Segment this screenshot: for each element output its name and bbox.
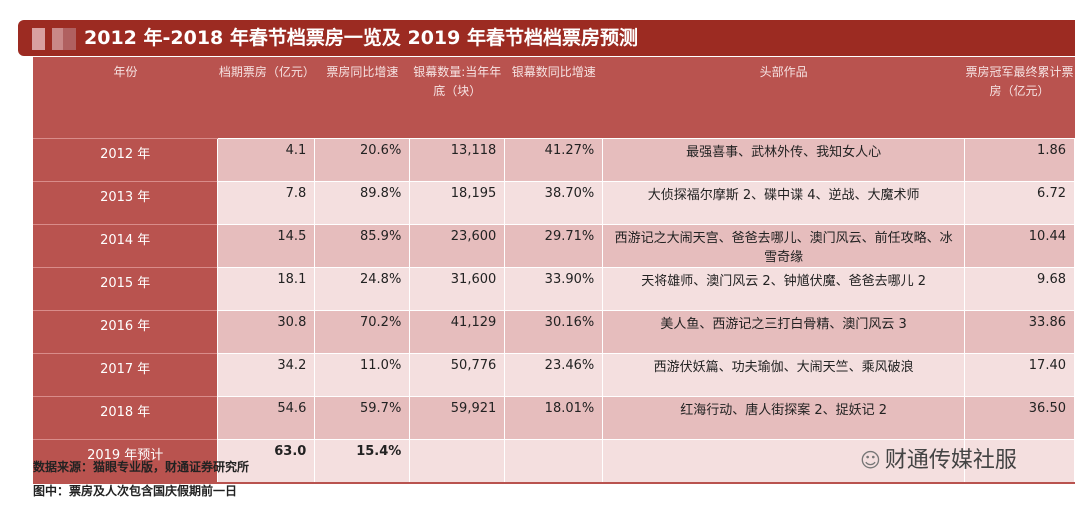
footnote: 图中：票房及人次包含国庆假期前一日: [33, 484, 238, 498]
column-header: 银幕数同比增速: [504, 57, 603, 139]
table-cell: 18.01%: [504, 396, 604, 440]
table-cell: 11.0%: [314, 353, 411, 397]
table-cell: 13,118: [409, 138, 506, 182]
table-cell: [964, 439, 1075, 484]
table-cell: 34.2: [217, 353, 316, 397]
table-cell: 23.46%: [504, 353, 604, 397]
table-cell: 天将雄师、澳门风云 2、钟馗伏魔、爸爸去哪儿 2: [602, 267, 965, 311]
table-cell: 2013 年: [33, 181, 218, 225]
table-row: 2012 年 4.1 20.6% 13,118 41.27% 最强喜事、武林外传、我知女人…: [33, 138, 1075, 182]
box-office-table: 年份 档期票房（亿元） 票房同比增速 银幕数量:当年年底（块） 银幕数同比增速 头部作品票…: [33, 57, 1075, 484]
table-cell: 33.90%: [504, 267, 604, 311]
column-header: 票房冠军最终累计票房（亿元）: [964, 57, 1075, 139]
table-cell: 6.72: [964, 181, 1075, 225]
table-cell: 美人鱼、西游记之三打白骨精、澳门风云 3: [602, 310, 965, 354]
table-cell: 89.8%: [314, 181, 411, 225]
table-cell: 23,600: [409, 224, 506, 268]
table-cell: 63.0: [217, 439, 316, 484]
table-cell: 50,776: [409, 353, 506, 397]
table-cell: 最强喜事、武林外传、我知女人心: [602, 138, 965, 182]
table-cell: 大侦探福尔摩斯 2、碟中谍 4、逆战、大魔术师: [602, 181, 965, 225]
logo-icon: [32, 27, 76, 50]
table-cell: 西游伏妖篇、功夫瑜伽、大闹天竺、乘风破浪: [602, 353, 965, 397]
table-cell: 18.1: [217, 267, 316, 311]
table-cell: 18,195: [409, 181, 506, 225]
column-header: 年份: [33, 57, 218, 139]
table-cell: 14.5: [217, 224, 316, 268]
table-cell: 西游记之大闹天宫、爸爸去哪儿、澳门风云、前任攻略、冰雪奇缘: [602, 224, 965, 268]
table-cell: 41.27%: [504, 138, 604, 182]
table-cell: 10.44: [964, 224, 1075, 268]
table-cell: 4.1: [217, 138, 316, 182]
table-cell: 41,129: [409, 310, 506, 354]
column-header: 票房同比增速: [314, 57, 410, 139]
table-cell: 1.86: [964, 138, 1075, 182]
table-cell: 29.71%: [504, 224, 604, 268]
table-cell: 70.2%: [314, 310, 411, 354]
table-row: 2015 年 18.1 24.8% 31,600 33.90% 天将雄师、澳门风云 2、钟…: [33, 267, 1075, 311]
table-cell: 59,921: [409, 396, 506, 440]
table-cell: 85.9%: [314, 224, 411, 268]
table-cell: 30.8: [217, 310, 316, 354]
table-cell: [504, 439, 604, 484]
table-cell: 31,600: [409, 267, 506, 311]
table-cell: 15.4%: [314, 439, 411, 484]
table-row: 2019 年预计 63.0 15.4%: [33, 439, 1075, 484]
table-row: 2018 年 54.6 59.7% 59,921 18.01% 红海行动、唐人街探案 2、…: [33, 396, 1075, 440]
table-cell: 2015 年: [33, 267, 218, 311]
table-row: 2014 年 14.5 85.9% 23,600 29.71% 西游记之大闹天宫、爸爸去哪…: [33, 224, 1075, 268]
watermark: ☺ 财通传媒社服: [860, 448, 1017, 473]
table-cell: 33.86: [964, 310, 1075, 354]
table-cell: 24.8%: [314, 267, 411, 311]
wechat-icon: ☺: [860, 448, 881, 472]
table-row: 2013 年 7.8 89.8% 18,195 38.70% 大侦探福尔摩斯 2、碟中谍 …: [33, 181, 1075, 225]
table-cell: 2017 年: [33, 353, 218, 397]
table-cell: 2019 年预计: [33, 439, 218, 484]
column-header: 银幕数量:当年年底（块）: [409, 57, 505, 139]
table-title: 2012 年-2018 年春节档票房一览及 2019 年春节档档票房预测: [18, 20, 1075, 56]
title-text: 2012 年-2018 年春节档票房一览及 2019 年春节档档票房预测: [84, 27, 638, 49]
table-cell: 红海行动、唐人街探案 2、捉妖记 2: [602, 396, 965, 440]
table-cell: 2018 年: [33, 396, 218, 440]
table-cell: 20.6%: [314, 138, 411, 182]
column-header: 档期票房（亿元）: [217, 57, 315, 139]
table-cell: 38.70%: [504, 181, 604, 225]
table-cell: 36.50: [964, 396, 1075, 440]
table-cell: 7.8: [217, 181, 316, 225]
column-header: 头部作品: [602, 57, 965, 139]
table-cell: 30.16%: [504, 310, 604, 354]
table-row: 2016 年 30.8 70.2% 41,129 30.16% 美人鱼、西游记之三打白骨精…: [33, 310, 1075, 354]
table-cell: 54.6: [217, 396, 316, 440]
source-note: 数据来源：猫眼专业版，财通证券研究所: [33, 460, 250, 474]
table-cell: [409, 439, 506, 484]
table-cell: 2016 年: [33, 310, 218, 354]
table-cell: [602, 439, 965, 484]
table-cell: 17.40: [964, 353, 1075, 397]
table-cell: 2014 年: [33, 224, 218, 268]
table-row: 2017 年 34.2 11.0% 50,776 23.46% 西游伏妖篇、功夫瑜伽、大闹…: [33, 353, 1075, 397]
table-cell: 2012 年: [33, 138, 218, 182]
table-cell: 9.68: [964, 267, 1075, 311]
table-cell: 59.7%: [314, 396, 411, 440]
